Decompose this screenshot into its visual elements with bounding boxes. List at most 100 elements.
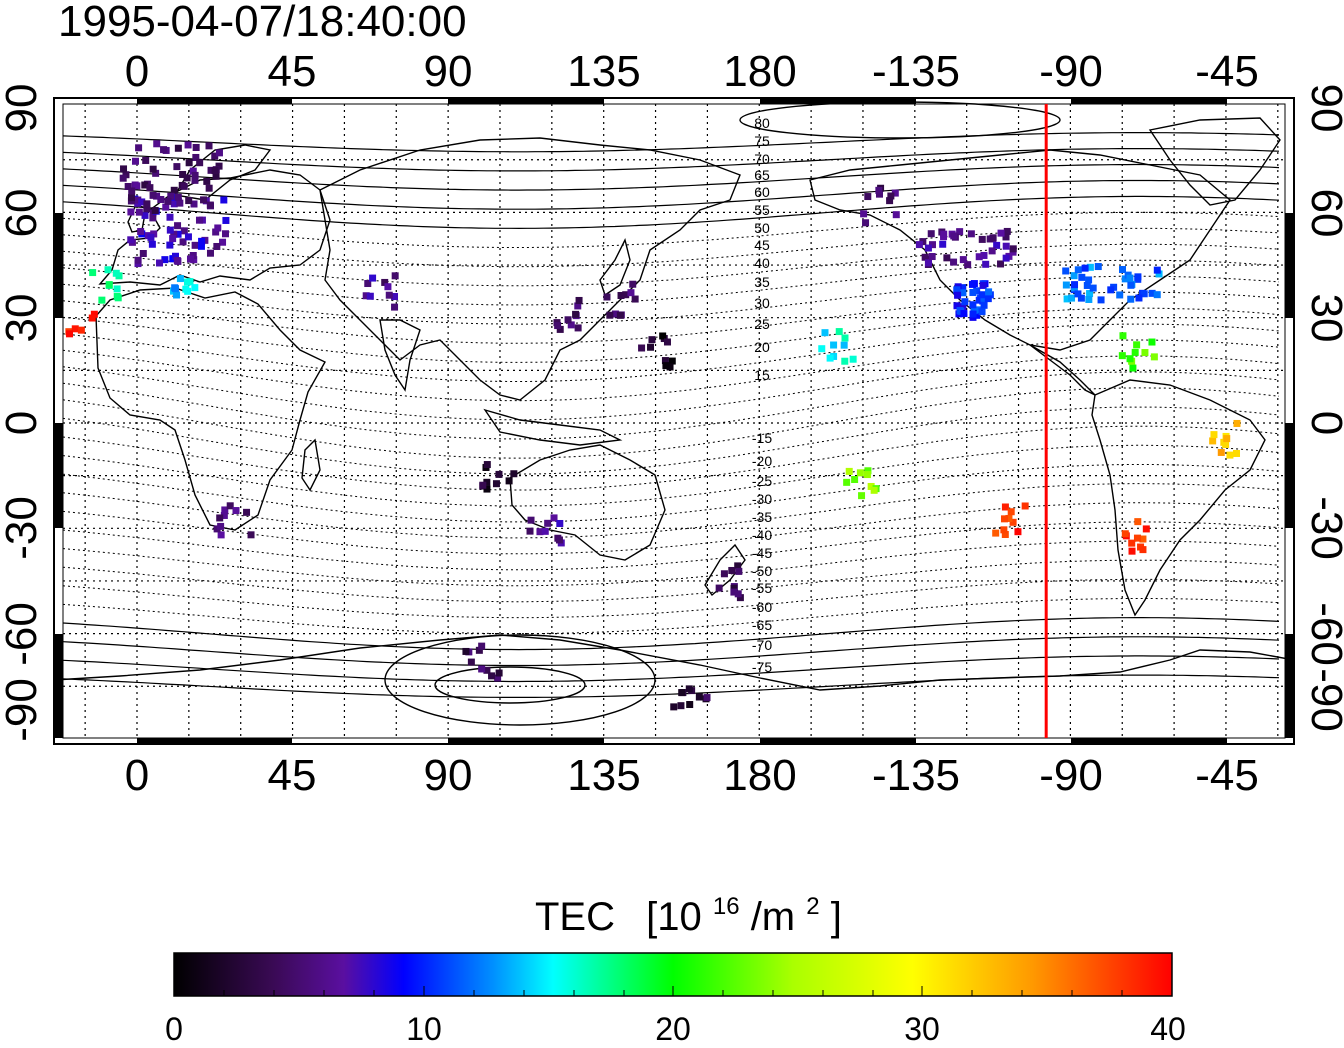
tec-cell (364, 280, 372, 288)
tec-cell (180, 182, 188, 190)
tec-cell (124, 182, 132, 190)
lon-label-bottom-m90: -90 (1039, 751, 1103, 800)
contour-line (62, 275, 1280, 325)
tec-cell (606, 311, 614, 319)
lon-label-bottom-0: 0 (125, 751, 149, 800)
tec-cell (197, 242, 205, 250)
tec-cell (1009, 518, 1017, 526)
tec-cell (973, 287, 981, 295)
tec-cell (215, 149, 223, 157)
tec-cell (170, 230, 178, 238)
tec-cell (207, 166, 215, 174)
tec-cell (638, 344, 646, 352)
colorbar-tick-30: 30 (904, 1011, 940, 1047)
tec-cell (191, 241, 199, 249)
tec-cell (478, 665, 486, 673)
contour-label-45: 45 (754, 237, 770, 253)
tec-cell (217, 522, 225, 530)
tec-cell (670, 703, 678, 711)
tec-cell (968, 280, 976, 288)
tec-cell (892, 211, 900, 219)
tec-cell (1083, 281, 1091, 289)
tec-cell (66, 330, 74, 338)
tec-cell (730, 584, 738, 592)
tec-cell (1155, 270, 1163, 278)
contour-label-55: 55 (754, 202, 770, 218)
tec-cell (858, 492, 866, 500)
tec-cell (928, 241, 936, 249)
tec-cell (647, 343, 655, 351)
tec-cell (978, 308, 986, 316)
lon-label-bottom-45: 45 (268, 751, 317, 800)
tec-cell (1002, 242, 1010, 250)
tec-cell (146, 184, 154, 192)
tec-cell (862, 219, 870, 227)
tec-cell (555, 536, 563, 544)
lon-label-bottom-135: 135 (567, 751, 640, 800)
tec-cell (720, 570, 728, 578)
tec-cell (192, 143, 200, 151)
tec-cell (171, 285, 179, 293)
contour-label-m75: -75 (752, 659, 772, 675)
tec-cell (483, 478, 491, 486)
tec-cell (483, 666, 491, 674)
tec-cell (969, 288, 977, 296)
tec-cell (556, 519, 564, 527)
tec-cell (830, 341, 838, 349)
tec-cell (211, 152, 219, 160)
tec-cell (1074, 266, 1082, 274)
contour-label-70: 70 (754, 151, 770, 167)
tec-cell (206, 201, 214, 209)
right-lat-labels: 90 60 30 0 -30 -60 -90 (1302, 84, 1344, 732)
contour-label-60: 60 (754, 184, 770, 200)
tec-cell (391, 303, 399, 311)
tec-cell (856, 469, 864, 477)
tec-cell (1094, 263, 1102, 271)
tec-cell (105, 281, 113, 289)
coast-greenland (1148, 117, 1281, 206)
tec-cell (1070, 272, 1078, 280)
contour-label-75: 75 (754, 133, 770, 149)
tec-cell (564, 316, 572, 324)
tec-cell (980, 295, 988, 303)
tec-cell (959, 303, 967, 311)
tec-cell (170, 193, 178, 201)
tec-cell (369, 274, 377, 282)
coast-africa (95, 287, 326, 531)
tec-cell (1078, 273, 1086, 281)
tec-cell (841, 357, 849, 365)
tec-cell (467, 658, 475, 666)
contour-line (62, 355, 1280, 421)
tec-cell (541, 527, 549, 535)
tec-cell (205, 142, 213, 150)
map-title: 1995-04-07/18:40:00 (58, 0, 467, 46)
colorbar-label-tec: TEC (535, 895, 615, 939)
tec-cell (1002, 254, 1010, 262)
contour-labels-south: -15 -20 -25 -30 -35 -40 -45 -50 -55 -60 … (752, 430, 772, 675)
tec-cell (864, 193, 872, 201)
tec-cell (1223, 435, 1231, 443)
tec-cell (1002, 233, 1010, 241)
tec-cell (190, 200, 198, 208)
contour-label-m60: -60 (752, 599, 772, 615)
tec-cell (184, 141, 192, 149)
coast-central-america (1029, 344, 1096, 396)
tec-cell (1148, 338, 1156, 346)
tec-cell (1217, 448, 1225, 456)
tec-cell (366, 292, 374, 300)
tec-cell (939, 240, 947, 248)
contour-line (62, 132, 1280, 153)
tec-cell (179, 238, 187, 246)
tec-cell (695, 693, 703, 701)
tec-cell (151, 206, 159, 214)
tec-cell (1062, 267, 1070, 275)
tec-cell (1007, 508, 1015, 516)
tec-cell (982, 260, 990, 268)
tec-cell (1000, 515, 1008, 523)
contour-line (62, 578, 1280, 619)
tec-cell (137, 227, 145, 235)
tec-cell (1129, 364, 1137, 372)
tec-cell (1222, 440, 1230, 448)
colorbar-unit-close: ] (831, 895, 842, 939)
tec-cell (1014, 528, 1022, 536)
